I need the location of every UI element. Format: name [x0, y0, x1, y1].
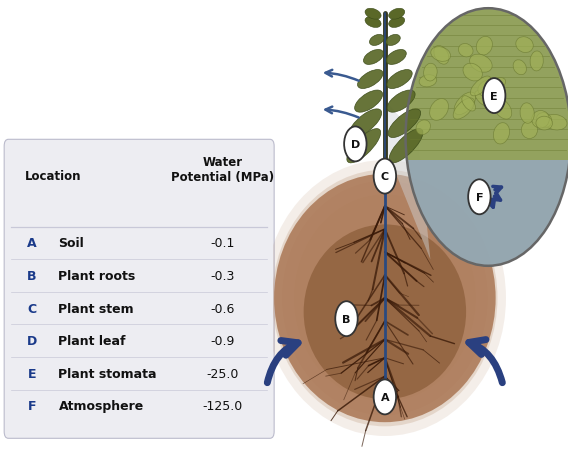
Circle shape: [483, 79, 506, 114]
Ellipse shape: [477, 37, 492, 56]
Ellipse shape: [294, 195, 476, 402]
Text: C: C: [381, 172, 389, 182]
Ellipse shape: [347, 129, 381, 163]
Text: D: D: [350, 140, 360, 150]
Ellipse shape: [544, 115, 567, 131]
Text: Soil: Soil: [59, 237, 84, 250]
Ellipse shape: [536, 117, 553, 131]
Text: Atmosphere: Atmosphere: [59, 399, 144, 413]
Circle shape: [344, 127, 366, 162]
FancyBboxPatch shape: [4, 140, 274, 438]
Circle shape: [374, 380, 396, 414]
Ellipse shape: [354, 91, 383, 113]
Circle shape: [468, 180, 491, 215]
Ellipse shape: [387, 91, 415, 113]
Ellipse shape: [454, 93, 475, 115]
Text: E: E: [490, 91, 498, 101]
Ellipse shape: [493, 99, 512, 120]
Ellipse shape: [416, 121, 431, 135]
Ellipse shape: [419, 76, 437, 88]
Text: Plant stem: Plant stem: [59, 302, 134, 315]
Text: A: A: [381, 392, 389, 402]
Ellipse shape: [494, 123, 509, 145]
Ellipse shape: [453, 99, 474, 120]
Text: -25.0: -25.0: [207, 367, 239, 380]
Ellipse shape: [304, 225, 466, 399]
Ellipse shape: [485, 78, 506, 94]
Ellipse shape: [462, 96, 475, 112]
Ellipse shape: [387, 70, 412, 90]
Ellipse shape: [349, 110, 382, 138]
Text: -0.3: -0.3: [211, 269, 235, 282]
Ellipse shape: [370, 35, 384, 46]
Ellipse shape: [520, 104, 534, 124]
Ellipse shape: [364, 50, 383, 65]
Ellipse shape: [429, 99, 449, 121]
Text: B: B: [343, 314, 350, 324]
Ellipse shape: [282, 181, 488, 415]
Text: -0.6: -0.6: [211, 302, 235, 315]
Text: -0.9: -0.9: [211, 335, 235, 347]
Ellipse shape: [264, 161, 506, 436]
Ellipse shape: [463, 64, 482, 82]
Ellipse shape: [389, 17, 405, 28]
Text: C: C: [27, 302, 36, 315]
Polygon shape: [385, 101, 431, 260]
Text: Plant stomata: Plant stomata: [59, 367, 157, 380]
Ellipse shape: [516, 38, 533, 53]
Ellipse shape: [389, 9, 405, 20]
Ellipse shape: [389, 129, 423, 163]
Circle shape: [406, 9, 568, 266]
Text: B: B: [27, 269, 37, 282]
Ellipse shape: [470, 77, 491, 96]
Ellipse shape: [386, 35, 400, 46]
Text: -0.1: -0.1: [211, 237, 235, 250]
Text: Plant leaf: Plant leaf: [59, 335, 126, 347]
Ellipse shape: [274, 174, 496, 422]
Text: A: A: [27, 237, 37, 250]
Text: F: F: [475, 192, 483, 202]
Text: Location: Location: [25, 170, 82, 183]
Text: E: E: [28, 367, 36, 380]
Ellipse shape: [272, 170, 498, 426]
Text: Water
Potential (MPa): Water Potential (MPa): [171, 156, 274, 184]
Ellipse shape: [434, 46, 449, 65]
Ellipse shape: [388, 110, 421, 138]
Text: -125.0: -125.0: [203, 399, 243, 413]
Circle shape: [374, 159, 396, 194]
Polygon shape: [406, 161, 568, 271]
Ellipse shape: [513, 61, 527, 76]
Ellipse shape: [365, 9, 381, 20]
Ellipse shape: [475, 91, 492, 107]
Text: F: F: [28, 399, 36, 413]
Text: Plant roots: Plant roots: [59, 269, 136, 282]
Ellipse shape: [530, 52, 544, 72]
Ellipse shape: [521, 122, 537, 139]
Ellipse shape: [458, 45, 473, 58]
Ellipse shape: [532, 111, 549, 129]
Ellipse shape: [470, 55, 492, 73]
Text: D: D: [27, 335, 37, 347]
Ellipse shape: [386, 50, 406, 65]
Ellipse shape: [536, 113, 552, 129]
Ellipse shape: [478, 80, 500, 98]
Circle shape: [335, 302, 358, 336]
Ellipse shape: [365, 17, 381, 28]
Ellipse shape: [357, 70, 383, 90]
Ellipse shape: [484, 87, 504, 105]
Ellipse shape: [424, 64, 437, 82]
Ellipse shape: [431, 48, 450, 62]
